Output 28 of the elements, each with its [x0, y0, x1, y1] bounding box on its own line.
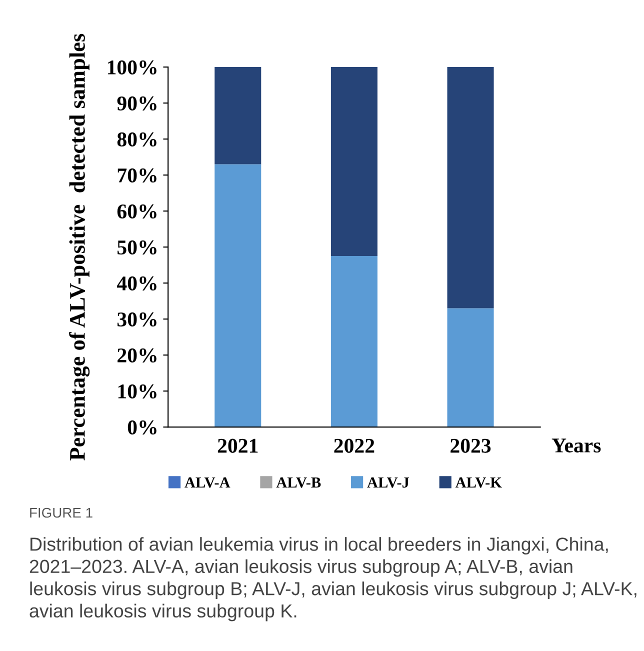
- bar: [214, 164, 262, 428]
- text: Distribution of avian leukemia virus in local breeders in Jiangxi, China, 2021–2023. ALV-A, avian leukosis virus subgroup A; ALV-B, avian leukosis virus subgroup B; ALV-J, avian leukosis virus subgroup J; ALV-K, avian leukosis virus subgroup K.: [30, 537, 636, 622]
- bar: [330, 67, 378, 256]
- y-tick-label: 70%: [118, 168, 156, 183]
- y-tick-label: 30%: [117, 312, 156, 327]
- y-tick-label: 50%: [118, 240, 156, 255]
- y-tick-label: 100%: [108, 60, 156, 75]
- legend-label: ALV-A: [184, 477, 230, 488]
- legend-label: ALV-K: [455, 477, 502, 488]
- legend-label: ALV-J: [367, 477, 410, 488]
- x-tick-label: 2022: [334, 438, 374, 453]
- y-axis-title: Percentage of ALV-positive detected samples: [69, 34, 90, 460]
- y-tick-label: 20%: [118, 348, 156, 363]
- bar: [330, 256, 378, 428]
- y-tick-label: 0%: [128, 420, 156, 435]
- y-tick-label: 90%: [117, 96, 156, 111]
- legend-label: ALV-B: [276, 477, 321, 488]
- x-tick-label: 2021: [218, 438, 258, 453]
- y-tick-label: 10%: [118, 384, 156, 399]
- bar: [447, 67, 494, 308]
- bar: [214, 67, 262, 164]
- y-tick-label: 80%: [117, 132, 156, 147]
- caption: FIGURE 1: [30, 508, 92, 518]
- bar: [447, 308, 494, 428]
- x-tick-label: 2023: [450, 438, 491, 453]
- y-tick-label: 40%: [116, 276, 156, 291]
- x-axis-title: Years: [552, 438, 601, 453]
- y-tick-label: 60%: [117, 204, 156, 219]
